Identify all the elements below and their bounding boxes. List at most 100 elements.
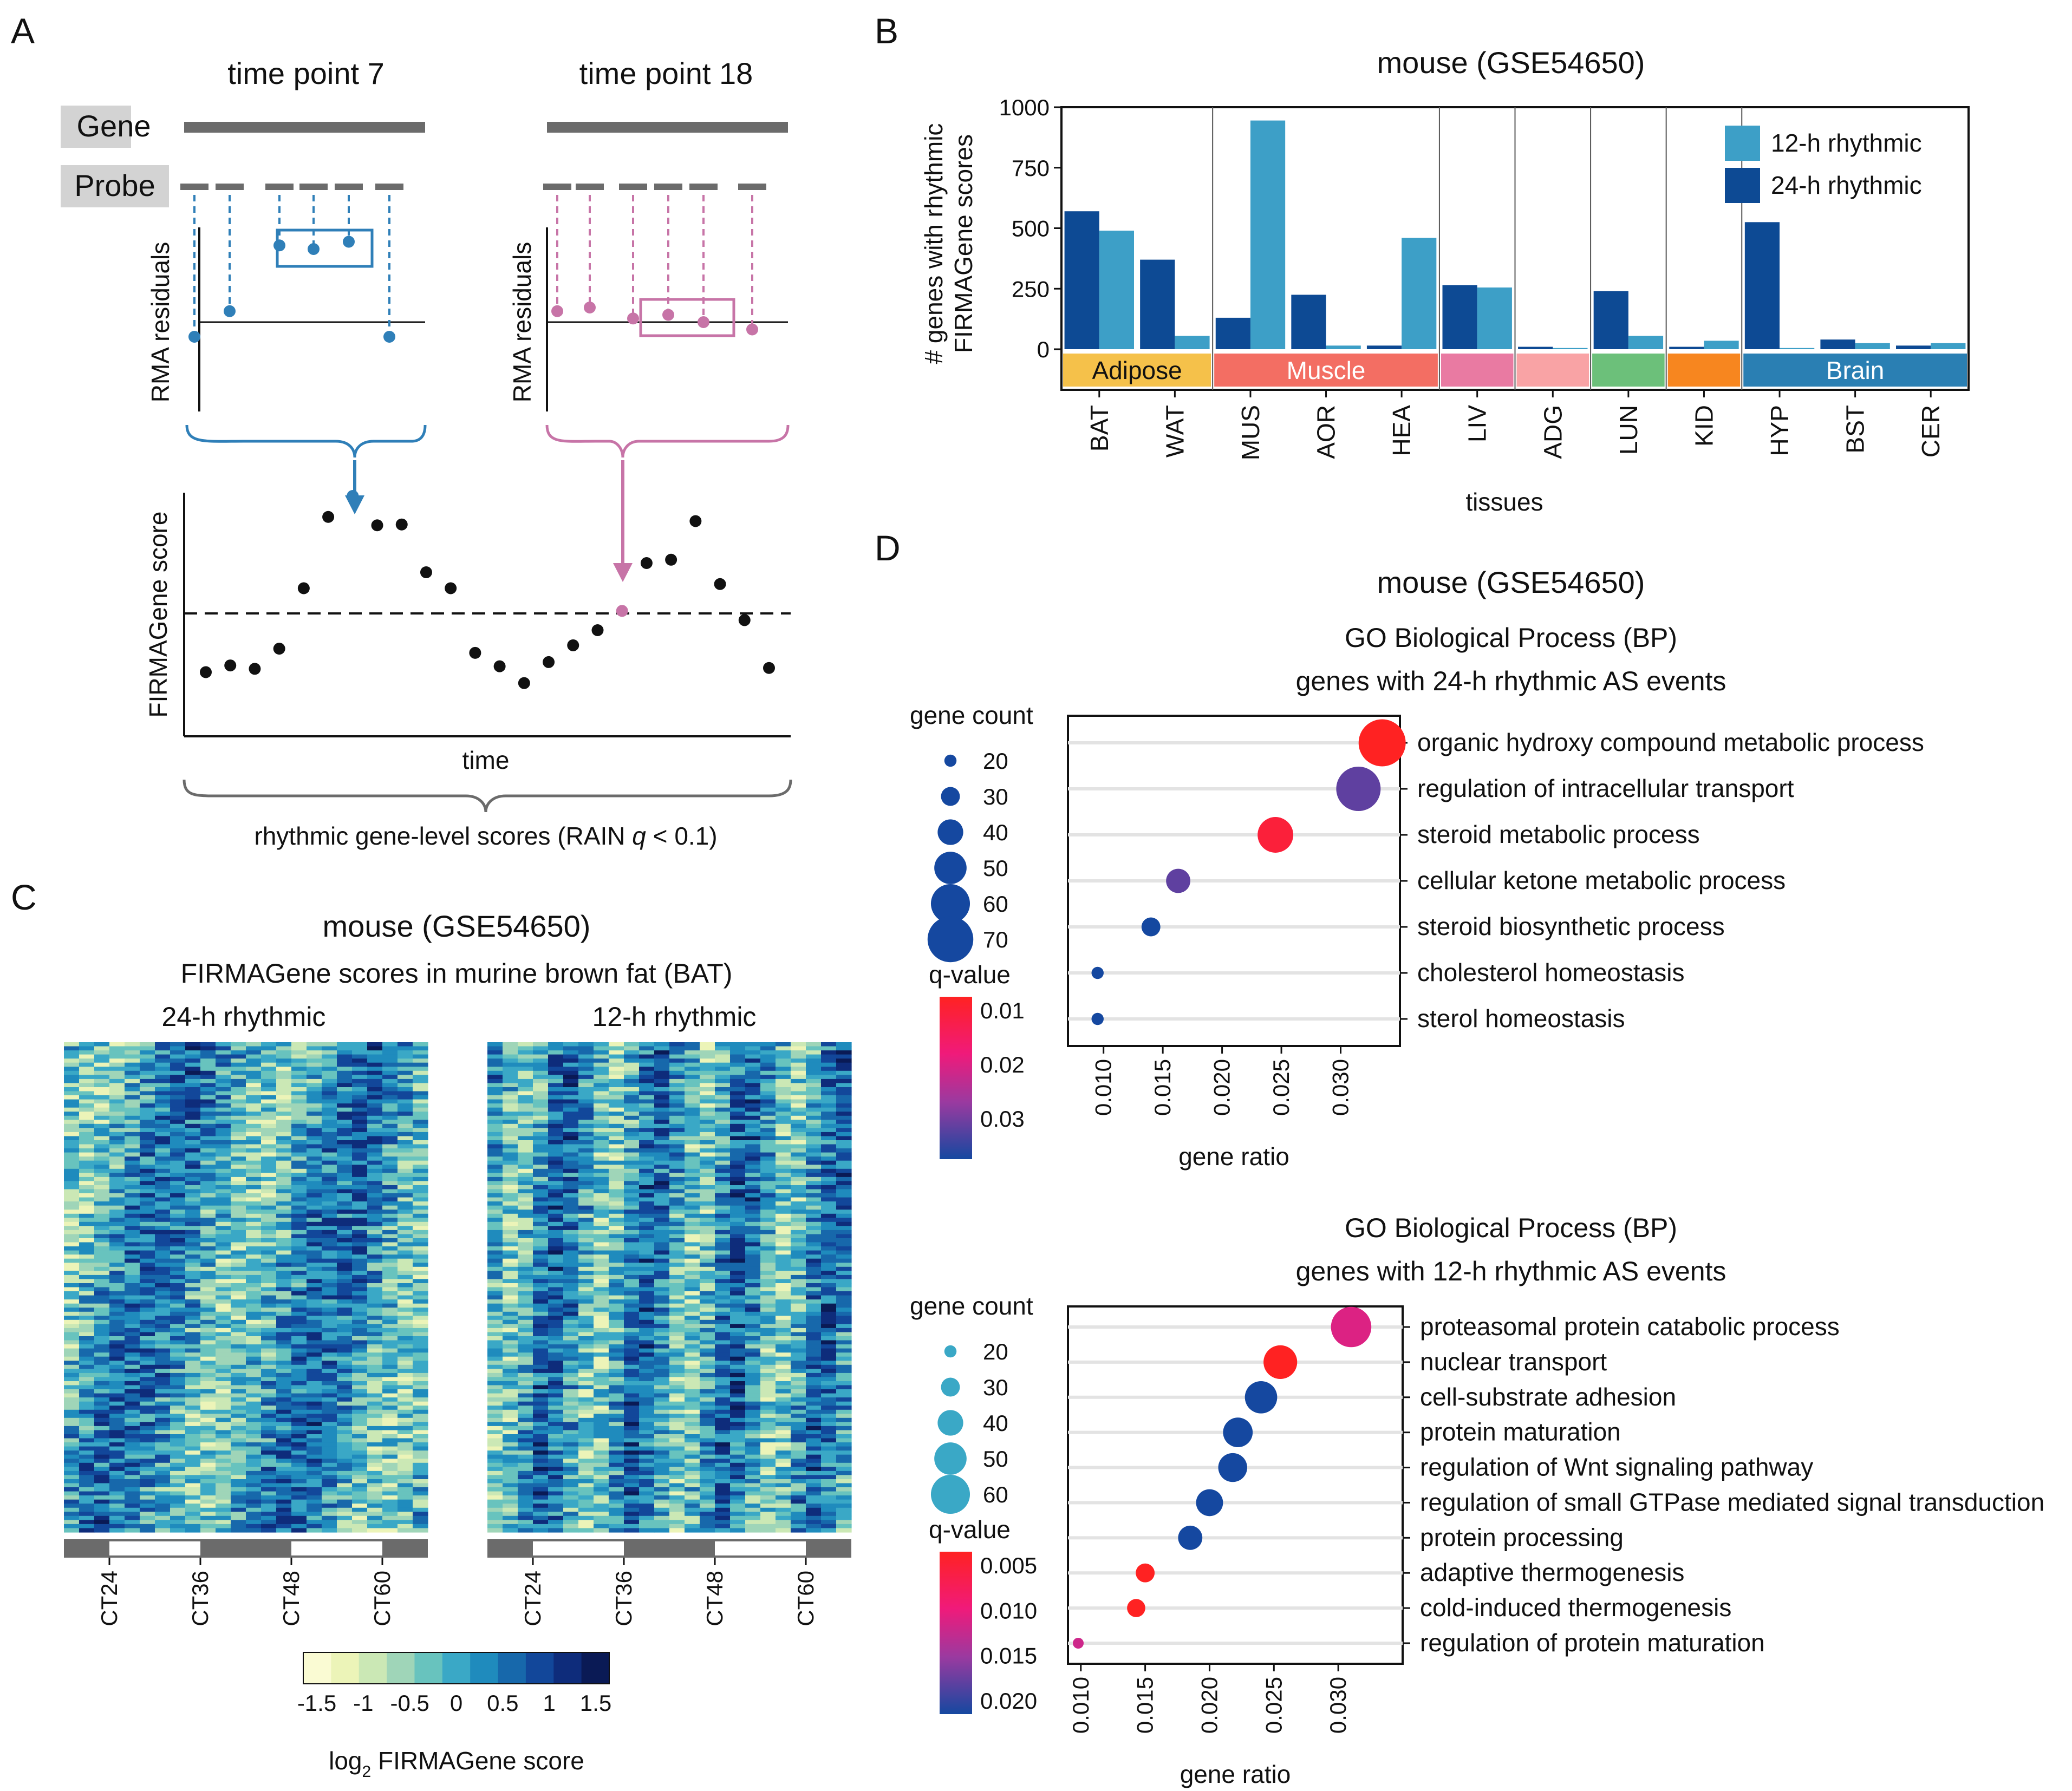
heatmap-24h-cell xyxy=(94,1181,110,1186)
heatmap-12h-cell xyxy=(745,1165,761,1169)
heatmap-24h-cell xyxy=(246,1459,262,1463)
heatmap-12h-cell xyxy=(685,1230,700,1234)
heatmap-24h-cell xyxy=(94,1340,110,1345)
heatmap-12h-cell xyxy=(806,1364,822,1369)
heatmap-12h-cell xyxy=(518,1123,533,1128)
heatmap-12h-cell xyxy=(594,1148,609,1153)
heatmap-24h-cell xyxy=(185,1332,201,1337)
heatmap-24h-cell xyxy=(125,1246,140,1251)
heatmap-24h-cell xyxy=(125,1442,140,1447)
heatmap-12h-cell xyxy=(836,1103,852,1108)
heatmap-12h-cell xyxy=(609,1210,624,1214)
heatmap-24h-cell xyxy=(276,1340,292,1345)
heatmap-24h-cell xyxy=(367,1091,383,1096)
heatmap-24h-cell xyxy=(79,1120,95,1125)
heatmap-24h-cell xyxy=(261,1434,277,1439)
heatmap-24h-cell xyxy=(185,1046,201,1051)
heatmap-24h-cell xyxy=(413,1462,428,1467)
heatmap-24h-cell xyxy=(276,1201,292,1206)
heatmap-12h-cell xyxy=(563,1340,579,1345)
heatmap-12h-cell xyxy=(578,1132,594,1136)
heatmap-12h-cell xyxy=(654,1054,670,1059)
heatmap-12h-cell xyxy=(730,1271,746,1276)
heatmap-24h-cell xyxy=(79,1340,95,1345)
heatmap-24h-cell xyxy=(261,1107,277,1112)
heatmap-12h-cell xyxy=(639,1173,655,1178)
heatmap-24h-cell xyxy=(200,1475,216,1480)
heatmap-24h-cell xyxy=(155,1491,171,1496)
heatmap-12h-cell xyxy=(685,1140,700,1145)
heatmap-24h-cell xyxy=(276,1336,292,1341)
heatmap-24h-cell xyxy=(64,1340,80,1345)
heatmap-24h-cell xyxy=(261,1528,277,1533)
bar-24h xyxy=(1442,285,1477,349)
heatmap-24h-cell xyxy=(216,1279,231,1284)
heatmap-12h-cell xyxy=(730,1144,746,1149)
heatmap-12h-cell xyxy=(700,1274,715,1279)
heatmap-12h-cell xyxy=(776,1311,791,1316)
heatmap-12h-cell xyxy=(791,1308,806,1312)
heatmap-24h-cell xyxy=(170,1520,186,1525)
heatmap-12h-cell xyxy=(730,1319,746,1324)
heatmap-24h-cell xyxy=(79,1128,95,1133)
heatmap-24h-cell xyxy=(125,1201,140,1206)
heatmap-24h-cell xyxy=(109,1042,125,1047)
heatmap-12h-cell xyxy=(745,1054,761,1059)
heatmap-24h-cell xyxy=(185,1462,201,1467)
heatmap-24h-cell xyxy=(155,1230,171,1234)
heatmap-12h-cell xyxy=(609,1067,624,1071)
heatmap-12h-cell xyxy=(503,1234,518,1239)
heatmap-24h-cell xyxy=(231,1475,246,1480)
heatmap-24h-cell xyxy=(291,1238,307,1243)
heatmap-12h-cell xyxy=(791,1303,806,1308)
heatmap-24h-cell xyxy=(200,1140,216,1145)
heatmap-24h-cell xyxy=(291,1156,307,1161)
heatmap-24h-cell xyxy=(322,1462,337,1467)
heatmap-12h-cell xyxy=(836,1201,852,1206)
heatmap-24h-cell xyxy=(140,1218,155,1223)
heatmap-24h-cell xyxy=(307,1504,322,1508)
heatmap-24h-cell xyxy=(398,1475,413,1480)
heatmap-12h-cell xyxy=(563,1344,579,1349)
heatmap-12h-cell xyxy=(760,1263,776,1267)
heatmap-24h-cell xyxy=(64,1328,80,1332)
heatmap-12h-cell xyxy=(594,1062,609,1067)
heatmap-12h-cell xyxy=(791,1295,806,1300)
heatmap-24h-cell xyxy=(307,1430,322,1435)
heatmap-12h-cell xyxy=(821,1283,837,1288)
heatmap-24h-cell xyxy=(109,1112,125,1116)
heatmap-12h-cell xyxy=(594,1160,609,1165)
heatmap-12h-cell xyxy=(578,1316,594,1321)
heatmap-24h-cell xyxy=(216,1389,231,1394)
heatmap-24h-cell xyxy=(382,1283,398,1288)
heatmap-24h-cell xyxy=(231,1046,246,1051)
heatmap-24h-cell xyxy=(246,1311,262,1316)
heatmap-24h-cell xyxy=(216,1112,231,1116)
heatmap-12h-cell xyxy=(654,1344,670,1349)
heatmap-24h-cell xyxy=(382,1409,398,1414)
heatmap-24h-cell xyxy=(94,1115,110,1120)
heatmap-24h-cell xyxy=(382,1369,398,1374)
heatmap-12h-cell xyxy=(821,1095,837,1100)
heatmap-24h-cell xyxy=(367,1291,383,1296)
heatmap-24h-cell xyxy=(307,1364,322,1369)
heatmap-24h-cell xyxy=(276,1467,292,1472)
heatmap-24h-cell xyxy=(398,1258,413,1263)
heatmap-24h-cell xyxy=(231,1271,246,1276)
heatmap-24h-cell xyxy=(125,1087,140,1092)
heatmap-24h-cell xyxy=(140,1336,155,1341)
heatmap-24h-cell xyxy=(140,1205,155,1210)
heatmap-24h-cell xyxy=(246,1181,262,1186)
heatmap-12h-cell xyxy=(821,1356,837,1361)
heatmap-12h-cell xyxy=(654,1156,670,1161)
heatmap-12h-cell xyxy=(791,1254,806,1259)
heatmap-24h-cell xyxy=(352,1316,368,1321)
heatmap-24h-cell xyxy=(352,1238,368,1243)
heatmap-12h-cell xyxy=(578,1156,594,1161)
heatmap-24h-cell xyxy=(413,1176,428,1181)
heatmap-24h-cell xyxy=(155,1132,171,1136)
heatmap-24h-cell xyxy=(307,1295,322,1300)
heatmap-24h-cell xyxy=(367,1348,383,1353)
heatmap-12h-cell xyxy=(806,1189,822,1194)
heatmap-12h-cell xyxy=(503,1254,518,1259)
